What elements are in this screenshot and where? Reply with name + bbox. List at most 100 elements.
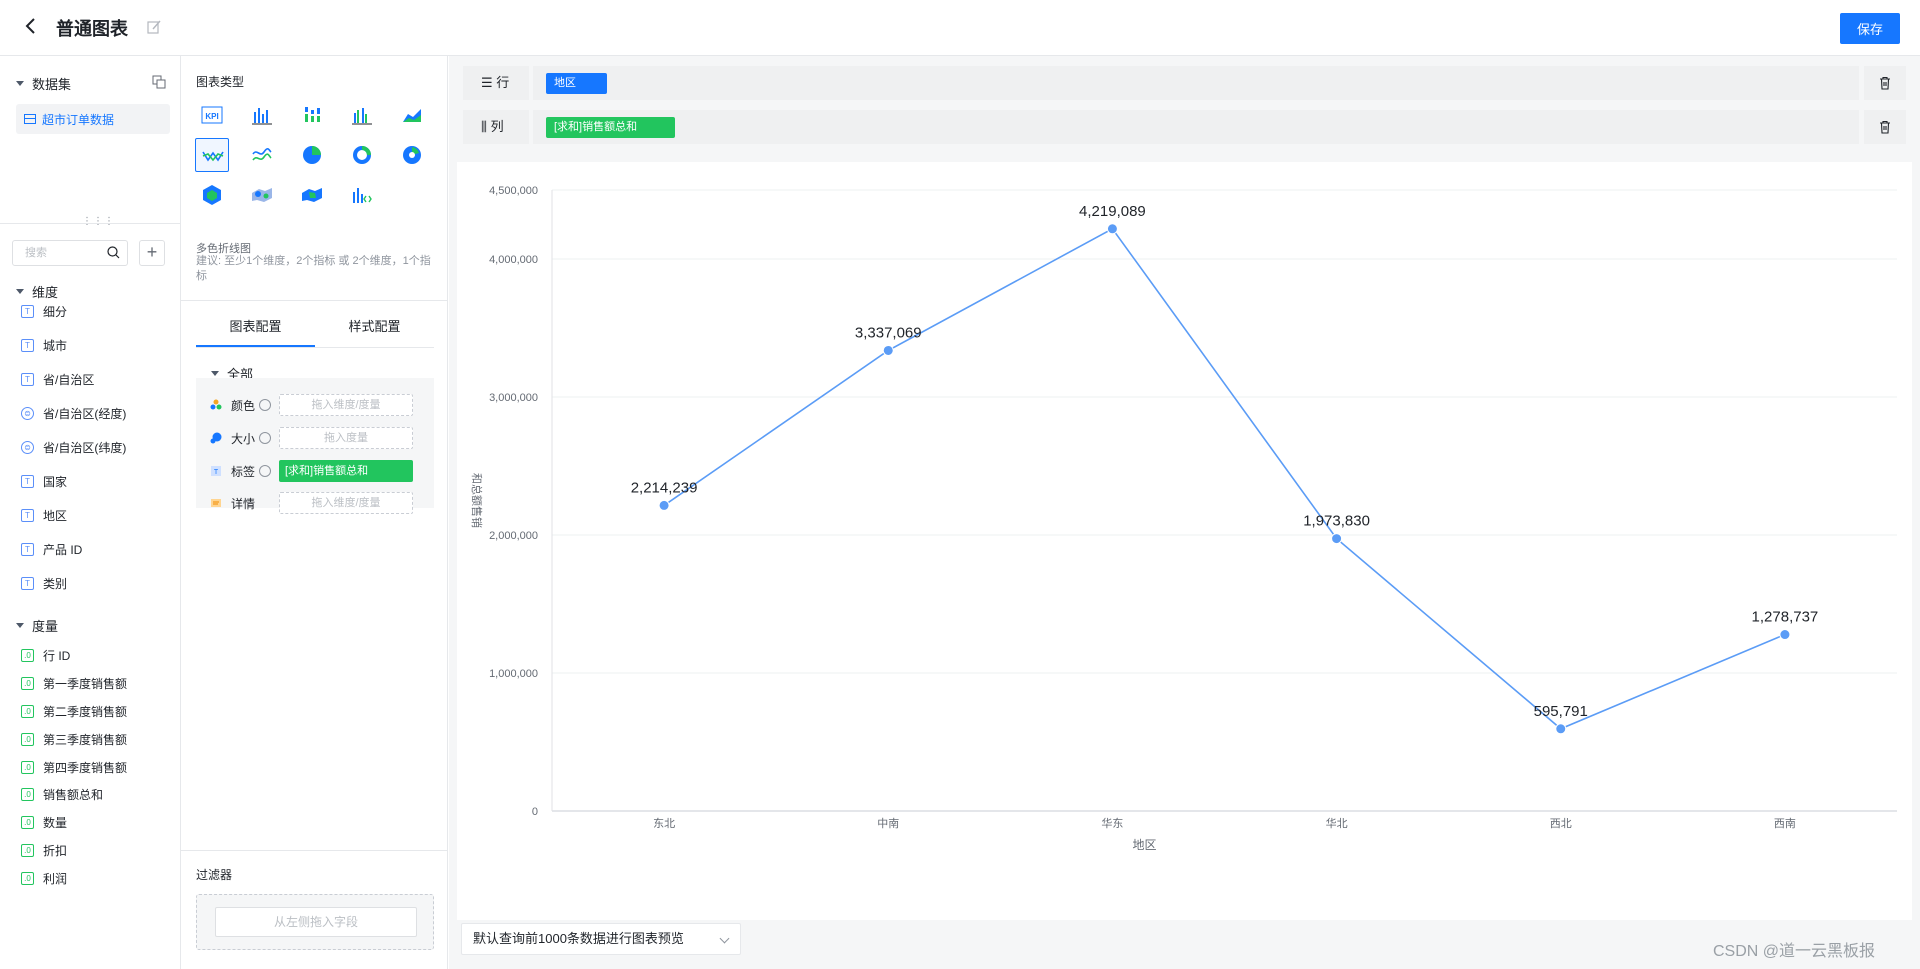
bubble-map-icon[interactable] bbox=[245, 178, 279, 212]
dimension-field[interactable]: T 国家 bbox=[0, 464, 180, 498]
measure-field[interactable]: .0 利润 bbox=[0, 864, 180, 892]
search-placeholder: 搜索 bbox=[25, 247, 47, 259]
divider bbox=[181, 300, 448, 301]
search-icon[interactable] bbox=[107, 246, 120, 259]
field-label: 第四季度销售额 bbox=[43, 760, 128, 775]
region-map-icon[interactable] bbox=[295, 178, 329, 212]
row-shelf-text: 行 bbox=[496, 75, 510, 90]
back-icon[interactable] bbox=[24, 16, 44, 38]
switch-dataset-icon[interactable] bbox=[152, 75, 166, 89]
dataset-section-header[interactable]: 数据集 bbox=[16, 74, 71, 93]
field-label: 省/自治区(经度) bbox=[43, 406, 127, 421]
smooth-line-chart-icon[interactable] bbox=[245, 138, 279, 172]
field-label: 折扣 bbox=[43, 843, 68, 858]
table-icon bbox=[24, 114, 36, 124]
measure-field[interactable]: .0 第二季度销售额 bbox=[0, 698, 180, 726]
multicolor-line-chart-icon[interactable] bbox=[195, 138, 229, 172]
svg-text:KPI: KPI bbox=[205, 112, 218, 121]
add-field-button[interactable]: + bbox=[139, 240, 165, 266]
bar-chart-icon[interactable] bbox=[245, 98, 279, 132]
measure-field[interactable]: .0 第三季度销售额 bbox=[0, 725, 180, 753]
detail-drop-zone[interactable]: 拖入维度/度量 bbox=[279, 492, 413, 514]
grouped-bar-icon[interactable] bbox=[345, 98, 379, 132]
map-chart-icon[interactable] bbox=[195, 178, 229, 212]
chart-config-panel: 图表类型 KPI 多色折线图 建议: 至少1个维度，2个指标 或 2个维度，1个… bbox=[181, 56, 448, 969]
measure-group-header[interactable]: 度量 bbox=[0, 612, 180, 638]
area-chart-icon[interactable] bbox=[395, 98, 429, 132]
tab-chart-config[interactable]: 图表配置 bbox=[196, 308, 315, 347]
data-label: 3,337,069 bbox=[855, 324, 922, 341]
color-encoding-row: 颜色 拖入维度/度量 bbox=[210, 392, 430, 418]
pie-chart-icon[interactable] bbox=[295, 138, 329, 172]
x-tick-label: 华北 bbox=[1326, 816, 1348, 830]
measure-field[interactable]: .0 折扣 bbox=[0, 837, 180, 865]
delete-column-button[interactable] bbox=[1864, 110, 1906, 144]
dimension-group-header[interactable]: 维度 bbox=[0, 278, 180, 304]
column-shelf-label: ⫼ 列 bbox=[463, 110, 529, 144]
row-field-chip[interactable]: 地区 bbox=[546, 73, 607, 94]
preview-limit-select[interactable]: 默认查询前1000条数据进行图表预览 bbox=[461, 923, 741, 955]
dimension-field[interactable]: T 城市 bbox=[0, 328, 180, 362]
size-drop-zone[interactable]: 拖入度量 bbox=[279, 427, 413, 449]
row-shelf-drop-zone[interactable]: 地区 bbox=[533, 66, 1859, 100]
color-drop-zone[interactable]: 拖入维度/度量 bbox=[279, 394, 413, 416]
x-axis-label: 地区 bbox=[1132, 838, 1156, 852]
dimension-field[interactable]: T 省/自治区 bbox=[0, 362, 180, 396]
encoding-box: 颜色 拖入维度/度量 大小 拖入度量 T 标签 [求和]销售额总和 详情 拖入维… bbox=[196, 378, 434, 514]
edit-icon[interactable] bbox=[146, 19, 162, 35]
stacked-bar-icon[interactable] bbox=[295, 98, 329, 132]
delete-row-button[interactable] bbox=[1864, 66, 1906, 100]
measure-field[interactable]: .0 销售额总和 bbox=[0, 781, 180, 809]
resize-handle-icon[interactable]: ⋮⋮⋮ bbox=[82, 216, 115, 227]
collapse-icon bbox=[16, 622, 24, 628]
donut-chart-icon[interactable] bbox=[345, 138, 379, 172]
data-label: 1,973,830 bbox=[1303, 513, 1370, 530]
measure-field[interactable]: .0 数量 bbox=[0, 809, 180, 837]
dimension-field[interactable]: T 产品 ID bbox=[0, 532, 180, 566]
kpi-chart-icon[interactable]: KPI bbox=[195, 98, 229, 132]
dataset-item[interactable]: 超市订单数据 bbox=[16, 104, 170, 134]
save-button[interactable]: 保存 bbox=[1840, 13, 1900, 44]
row-shelf: ☰ 行 地区 bbox=[463, 66, 1913, 100]
y-tick-label: 4,000,000 bbox=[489, 254, 538, 266]
chart-workspace: ☰ 行 地区 ⫼ 列 [求和]销售额总和 0 1,000,000 2,000,000… bbox=[449, 56, 1920, 969]
collapse-icon bbox=[211, 371, 219, 376]
text-type-icon: T bbox=[21, 474, 34, 488]
number-type-icon: .0 bbox=[21, 788, 34, 802]
trash-icon bbox=[1880, 76, 1890, 90]
text-type-icon: T bbox=[21, 372, 34, 386]
filter-drop-zone[interactable]: 从左侧拖入字段 bbox=[215, 907, 417, 937]
gear-icon[interactable] bbox=[259, 399, 271, 411]
y-tick-label: 0 bbox=[532, 806, 538, 818]
chart-type-title: 图表类型 bbox=[196, 75, 245, 89]
number-type-icon: .0 bbox=[21, 732, 34, 746]
tab-style-config[interactable]: 样式配置 bbox=[348, 319, 401, 334]
measure-field[interactable]: .0 第四季度销售额 bbox=[0, 753, 180, 781]
rose-chart-icon[interactable] bbox=[395, 138, 429, 172]
dimension-field[interactable]: T 类别 bbox=[0, 566, 180, 600]
x-tick-label: 东北 bbox=[653, 817, 675, 830]
top-bar: 普通图表 保存 bbox=[0, 0, 1920, 56]
measure-field[interactable]: .0 第一季度销售额 bbox=[0, 670, 180, 698]
tag-icon: T bbox=[210, 465, 222, 477]
column-field-chip[interactable]: [求和]销售额总和 bbox=[546, 117, 675, 138]
dimension-field[interactable]: T 地区 bbox=[0, 498, 180, 532]
tag-field-pill[interactable]: [求和]销售额总和 bbox=[279, 460, 413, 482]
svg-text:T: T bbox=[214, 469, 219, 476]
field-label: 数量 bbox=[43, 816, 68, 831]
custom-chart-icon[interactable] bbox=[345, 178, 379, 212]
number-type-icon: .0 bbox=[21, 816, 34, 830]
column-shelf: ⫼ 列 [求和]销售额总和 bbox=[463, 110, 1913, 144]
dimension-field[interactable]: ⊜ 省/自治区(纬度) bbox=[0, 430, 180, 464]
measure-field[interactable]: .0 行 ID bbox=[0, 642, 180, 670]
field-label: 省/自治区 bbox=[43, 372, 95, 387]
text-type-icon: T bbox=[21, 508, 34, 522]
gear-icon[interactable] bbox=[259, 465, 271, 477]
dimension-field[interactable]: T 细分 bbox=[0, 294, 180, 328]
divider bbox=[0, 223, 180, 224]
gear-icon[interactable] bbox=[259, 432, 271, 444]
dimension-field[interactable]: ⊜ 省/自治区(经度) bbox=[0, 396, 180, 430]
search-input[interactable]: 搜索 bbox=[12, 240, 128, 266]
column-shelf-drop-zone[interactable]: [求和]销售额总和 bbox=[533, 110, 1859, 144]
text-type-icon: T bbox=[21, 304, 34, 318]
